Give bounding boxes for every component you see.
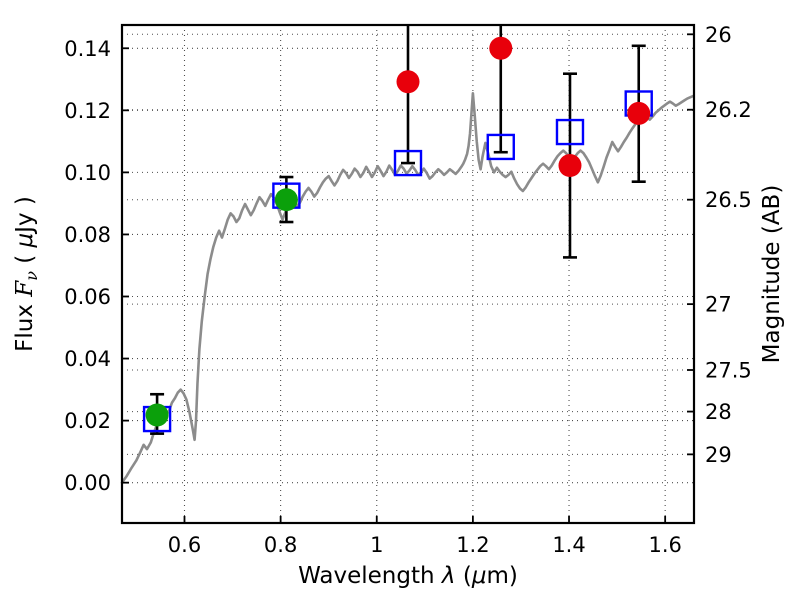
y2-axis-title: Magnitude (AB) xyxy=(759,185,785,364)
svg-text:Magnitude (AB): Magnitude (AB) xyxy=(759,185,785,364)
x-tick-label: 1.2 xyxy=(456,533,489,557)
model-flux-square xyxy=(486,133,515,161)
y-tick-label: 0.00 xyxy=(64,471,111,495)
y2-tick-label: 26 xyxy=(705,23,732,47)
right-axis-ticks xyxy=(687,33,694,456)
y-tick-label: 0.12 xyxy=(64,99,111,123)
x-tick-label: 0.8 xyxy=(264,533,297,557)
left-axis-tick-labels: 0.00 0.02 0.04 0.06 0.08 0.10 0.12 0.14 xyxy=(64,37,111,495)
plot-frame xyxy=(120,23,696,525)
observed-flux-circle xyxy=(145,403,169,427)
observed-photometry-markers xyxy=(145,36,651,427)
y2-tick-label: 26.5 xyxy=(705,188,752,212)
model-flux-square xyxy=(555,118,585,146)
right-axis-tick-labels: 26 26.2 26.5 27 27.5 28 29 xyxy=(705,23,752,467)
y-tick-label: 0.04 xyxy=(64,347,111,371)
model-flux-square xyxy=(393,149,423,177)
x-gridlines xyxy=(183,25,666,523)
x-axis-title: Wavelength λ (μm) xyxy=(298,563,518,589)
observed-flux-circle xyxy=(396,70,420,94)
x-tick-label: 1.6 xyxy=(648,533,681,557)
y-tick-label: 0.14 xyxy=(64,37,111,61)
y-axis-title: Flux Fν ( μJy ) xyxy=(12,196,41,352)
y2-tick-label: 27.5 xyxy=(705,359,752,383)
observed-flux-circle xyxy=(489,36,513,60)
x-tick-label: 0.6 xyxy=(168,533,201,557)
svg-text:Flux Fν ( μJy ): Flux Fν ( μJy ) xyxy=(12,196,41,352)
y-tick-label: 0.02 xyxy=(64,409,111,433)
bottom-axis-tick-labels: 0.6 0.8 1 1.2 1.4 1.6 xyxy=(168,533,682,557)
svg-text:Wavelength λ (μm): Wavelength λ (μm) xyxy=(298,563,518,589)
y-tick-label: 0.08 xyxy=(64,223,111,247)
observed-flux-circle xyxy=(558,154,582,178)
x-tick-label: 1 xyxy=(370,533,383,557)
y2-tick-label: 29 xyxy=(705,443,732,467)
model-photometry-squares xyxy=(142,90,653,433)
y-tick-label: 0.06 xyxy=(64,285,111,309)
y-tick-label: 0.10 xyxy=(64,161,111,185)
observed-flux-circle xyxy=(627,101,651,125)
y2-tick-label: 27 xyxy=(705,293,732,317)
y2-tick-label: 28 xyxy=(705,400,732,424)
model-spectrum-curve xyxy=(120,91,695,484)
observed-flux-circle xyxy=(274,188,298,212)
x-tick-label: 1.4 xyxy=(552,533,585,557)
left-axis-ticks xyxy=(122,47,129,484)
y2-tick-label: 26.2 xyxy=(705,98,752,122)
bottom-axis-ticks xyxy=(183,516,667,523)
